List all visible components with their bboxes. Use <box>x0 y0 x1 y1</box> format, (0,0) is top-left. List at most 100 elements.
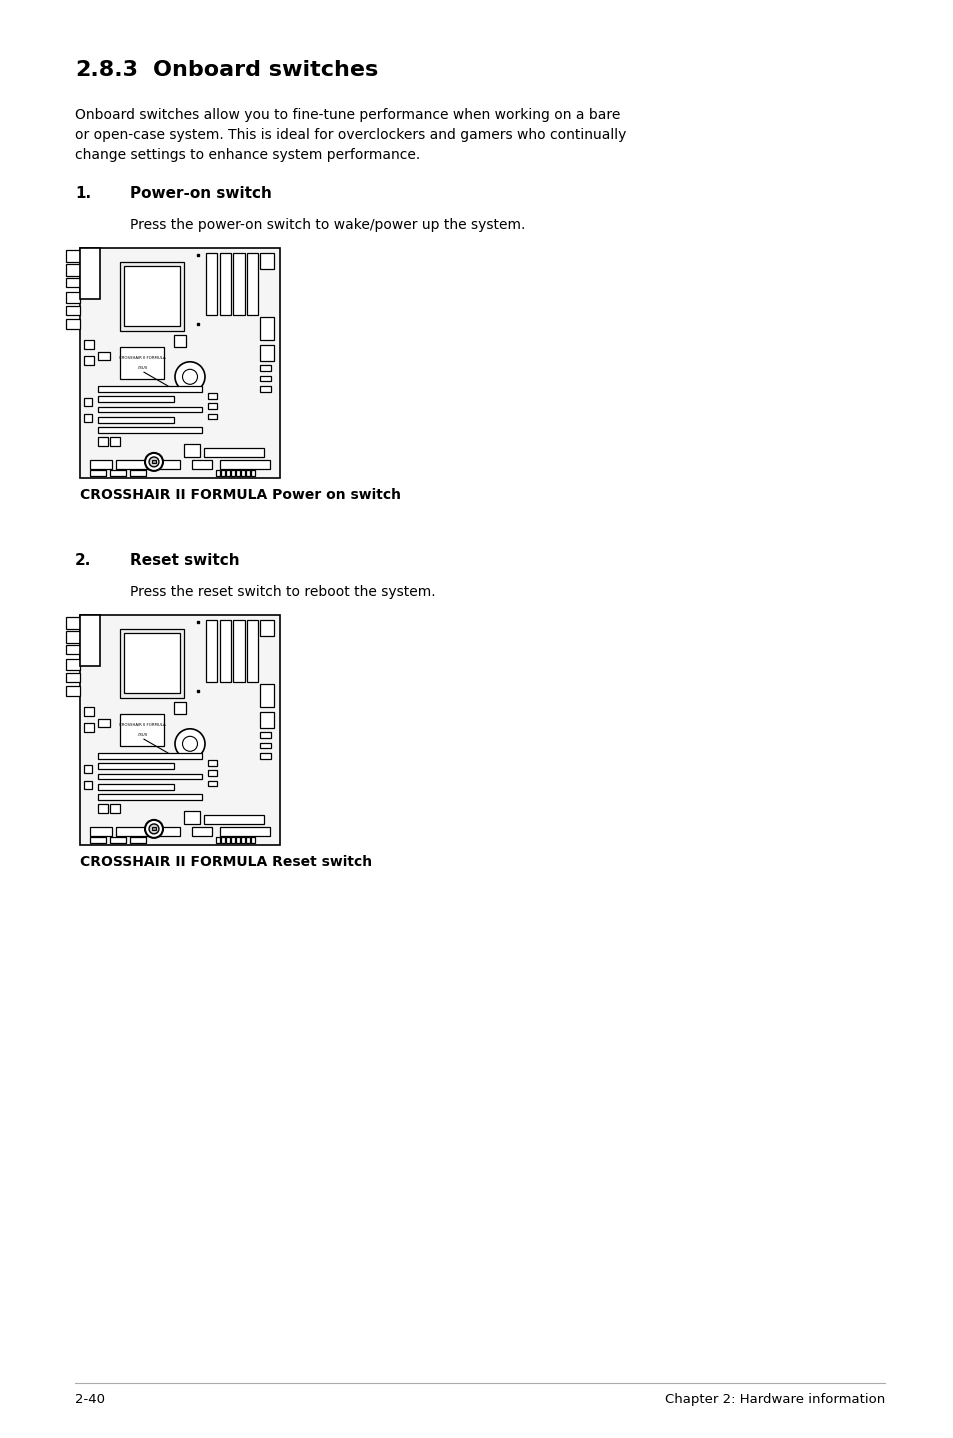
FancyBboxPatch shape <box>220 460 270 469</box>
FancyBboxPatch shape <box>184 811 200 824</box>
FancyBboxPatch shape <box>110 437 120 446</box>
FancyBboxPatch shape <box>66 686 80 696</box>
FancyBboxPatch shape <box>219 253 231 315</box>
FancyBboxPatch shape <box>260 345 274 361</box>
FancyBboxPatch shape <box>98 804 108 812</box>
FancyBboxPatch shape <box>260 712 274 728</box>
FancyBboxPatch shape <box>66 292 80 303</box>
FancyBboxPatch shape <box>220 827 270 835</box>
Text: Onboard switches: Onboard switches <box>152 60 377 81</box>
FancyBboxPatch shape <box>241 470 244 476</box>
Circle shape <box>182 736 197 751</box>
FancyBboxPatch shape <box>110 470 126 476</box>
FancyBboxPatch shape <box>204 815 264 824</box>
FancyBboxPatch shape <box>260 385 271 391</box>
Text: Reset switch: Reset switch <box>130 554 239 568</box>
Circle shape <box>149 457 159 467</box>
FancyBboxPatch shape <box>215 470 219 476</box>
FancyBboxPatch shape <box>66 644 80 654</box>
FancyBboxPatch shape <box>98 774 202 779</box>
FancyBboxPatch shape <box>98 397 173 403</box>
Text: Press the power-on switch to wake/power up the system.: Press the power-on switch to wake/power … <box>130 219 525 232</box>
FancyBboxPatch shape <box>192 827 212 835</box>
FancyBboxPatch shape <box>233 620 244 682</box>
FancyBboxPatch shape <box>98 794 202 800</box>
FancyBboxPatch shape <box>241 837 244 843</box>
FancyBboxPatch shape <box>84 414 91 421</box>
FancyBboxPatch shape <box>80 615 280 846</box>
FancyBboxPatch shape <box>208 403 216 408</box>
FancyBboxPatch shape <box>231 837 234 843</box>
FancyBboxPatch shape <box>80 615 100 666</box>
FancyBboxPatch shape <box>98 437 108 446</box>
FancyBboxPatch shape <box>90 470 106 476</box>
FancyBboxPatch shape <box>152 827 155 831</box>
FancyBboxPatch shape <box>66 673 80 682</box>
FancyBboxPatch shape <box>116 827 180 835</box>
FancyBboxPatch shape <box>98 784 173 789</box>
Text: CROSSHAIR II FORMULA Power on switch: CROSSHAIR II FORMULA Power on switch <box>80 487 400 502</box>
FancyBboxPatch shape <box>219 620 231 682</box>
FancyBboxPatch shape <box>98 754 202 759</box>
FancyBboxPatch shape <box>206 620 217 682</box>
FancyBboxPatch shape <box>208 414 216 420</box>
Text: 1.: 1. <box>75 186 91 201</box>
FancyBboxPatch shape <box>208 781 216 787</box>
FancyBboxPatch shape <box>66 250 80 262</box>
FancyBboxPatch shape <box>120 713 164 746</box>
FancyBboxPatch shape <box>208 393 216 398</box>
FancyBboxPatch shape <box>90 827 112 835</box>
Text: Power-on switch: Power-on switch <box>130 186 272 201</box>
FancyBboxPatch shape <box>260 742 271 748</box>
FancyBboxPatch shape <box>204 449 264 457</box>
FancyBboxPatch shape <box>98 417 173 423</box>
FancyBboxPatch shape <box>80 627 90 636</box>
FancyBboxPatch shape <box>124 633 180 693</box>
FancyBboxPatch shape <box>173 335 186 347</box>
FancyBboxPatch shape <box>124 266 180 326</box>
FancyBboxPatch shape <box>247 253 258 315</box>
Circle shape <box>182 370 197 384</box>
FancyBboxPatch shape <box>110 837 126 843</box>
FancyBboxPatch shape <box>98 407 202 413</box>
FancyBboxPatch shape <box>98 351 110 360</box>
FancyBboxPatch shape <box>80 259 90 269</box>
Text: 2.8.3: 2.8.3 <box>75 60 138 81</box>
FancyBboxPatch shape <box>251 470 254 476</box>
Circle shape <box>145 453 163 470</box>
FancyBboxPatch shape <box>84 397 91 406</box>
FancyBboxPatch shape <box>66 265 80 276</box>
FancyBboxPatch shape <box>80 282 90 290</box>
Text: CROSSHAIR II FORMULA: CROSSHAIR II FORMULA <box>118 723 165 728</box>
FancyBboxPatch shape <box>260 316 274 339</box>
FancyBboxPatch shape <box>221 837 224 843</box>
FancyBboxPatch shape <box>260 732 271 738</box>
FancyBboxPatch shape <box>260 620 274 636</box>
FancyBboxPatch shape <box>260 365 271 371</box>
Text: Chapter 2: Hardware information: Chapter 2: Hardware information <box>664 1393 884 1406</box>
FancyBboxPatch shape <box>130 837 146 843</box>
FancyBboxPatch shape <box>110 804 120 812</box>
FancyBboxPatch shape <box>80 615 91 624</box>
FancyBboxPatch shape <box>90 460 112 469</box>
FancyBboxPatch shape <box>260 253 274 269</box>
FancyBboxPatch shape <box>116 460 180 469</box>
FancyBboxPatch shape <box>66 278 80 288</box>
FancyBboxPatch shape <box>184 443 200 457</box>
Text: /ISUS: /ISUS <box>136 365 147 370</box>
FancyBboxPatch shape <box>80 270 90 279</box>
FancyBboxPatch shape <box>120 628 184 697</box>
Circle shape <box>145 820 163 838</box>
FancyBboxPatch shape <box>173 702 186 713</box>
FancyBboxPatch shape <box>90 837 106 843</box>
Text: /ISUS: /ISUS <box>136 733 147 736</box>
FancyBboxPatch shape <box>226 470 230 476</box>
FancyBboxPatch shape <box>84 723 94 732</box>
Text: 2-40: 2-40 <box>75 1393 105 1406</box>
FancyBboxPatch shape <box>152 460 155 463</box>
FancyBboxPatch shape <box>98 764 173 769</box>
FancyBboxPatch shape <box>84 357 94 365</box>
FancyBboxPatch shape <box>66 659 80 670</box>
FancyBboxPatch shape <box>130 470 146 476</box>
FancyBboxPatch shape <box>231 470 234 476</box>
